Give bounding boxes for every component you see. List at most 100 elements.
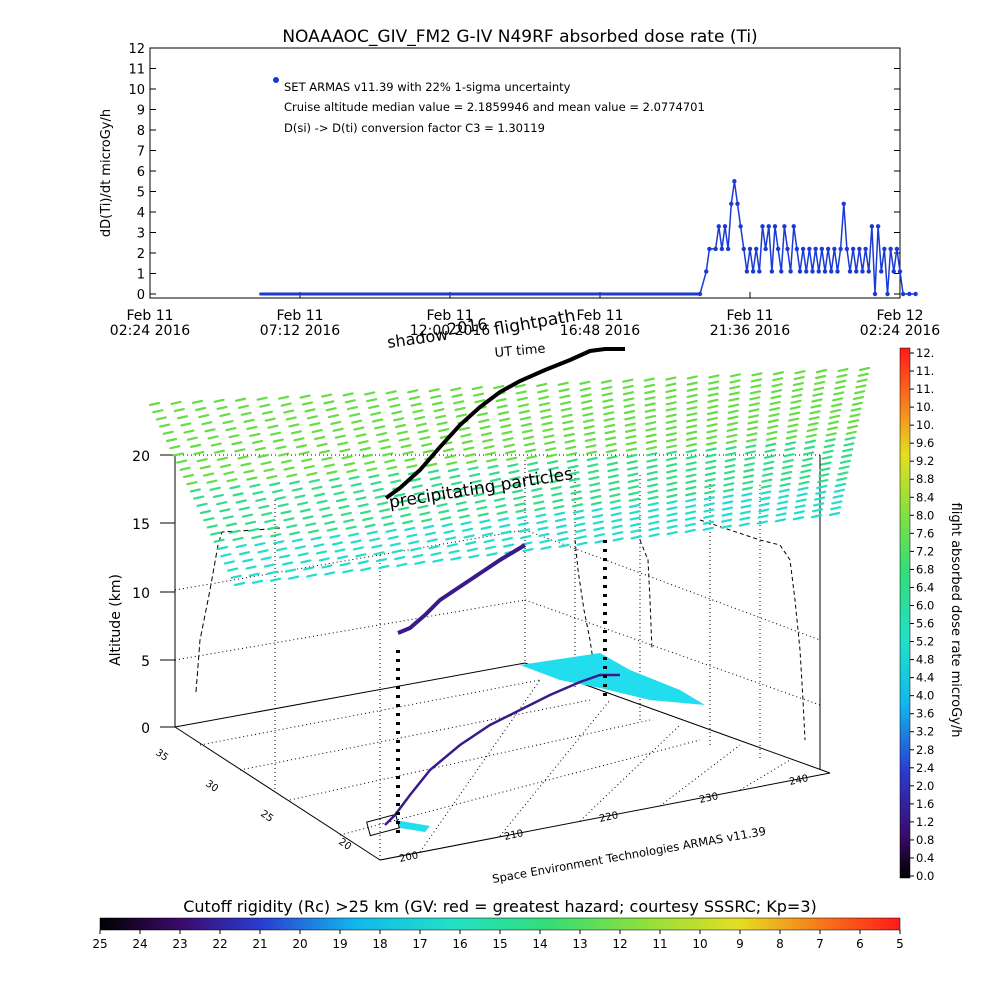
precip-dash xyxy=(233,581,246,587)
precip-dash xyxy=(518,409,530,414)
precip-dash xyxy=(549,479,561,484)
precip-dash xyxy=(454,406,466,412)
precip-dash xyxy=(559,400,572,406)
precip-dash xyxy=(704,465,717,470)
precip-dash xyxy=(438,428,450,433)
precip-dash xyxy=(331,541,344,546)
series-point xyxy=(713,246,718,252)
precip-dash xyxy=(337,441,349,446)
precip-dash xyxy=(751,372,763,377)
precip-dash xyxy=(586,456,598,462)
precip-dash xyxy=(269,431,282,436)
precip-dash xyxy=(739,510,751,515)
descent-dot xyxy=(603,657,607,660)
precip-dash xyxy=(191,399,204,404)
precip-dash xyxy=(777,500,789,505)
precip-dash xyxy=(283,409,295,414)
precip-dash xyxy=(408,395,421,401)
precip-dash xyxy=(646,458,658,463)
precip-dash xyxy=(808,416,820,421)
x-tick-label-date: Feb 11 xyxy=(276,308,323,324)
series-point xyxy=(838,246,843,252)
alt-tick-10: 10 xyxy=(132,586,150,602)
series-point xyxy=(797,269,803,274)
precip-dash xyxy=(832,397,844,402)
precip-dash xyxy=(729,385,741,390)
right-colorbar-tick-label: 9.2 xyxy=(916,454,934,468)
precip-dash xyxy=(346,405,359,411)
x-tick-label-time: 02:24 2016 xyxy=(860,323,941,339)
precip-dash xyxy=(368,474,380,479)
precip-dash xyxy=(328,477,340,482)
precip-dash xyxy=(307,529,320,534)
precip-dash xyxy=(705,441,718,446)
right-colorbar-tick-label: 3.2 xyxy=(916,725,934,739)
precip-dash xyxy=(761,472,774,477)
ascent-dot xyxy=(396,713,400,716)
precip-dash xyxy=(708,374,720,379)
series-point xyxy=(850,246,856,252)
ascent-dot xyxy=(396,794,400,797)
precip-dash xyxy=(708,380,720,385)
precip-dash xyxy=(243,469,255,474)
precip-dash xyxy=(666,469,678,474)
precip-dash xyxy=(545,453,558,458)
precip-dash xyxy=(257,549,269,554)
precip-dash xyxy=(374,425,386,430)
precip-dash xyxy=(506,456,518,461)
precip-dash xyxy=(809,410,821,415)
ascent-dot xyxy=(396,758,400,761)
precip-dash xyxy=(665,425,677,431)
precip-dash xyxy=(357,440,369,445)
precip-dash xyxy=(589,488,601,493)
precip-dash xyxy=(646,470,658,476)
precip-dash xyxy=(565,452,578,457)
precip-dash xyxy=(606,461,619,466)
precip-dash xyxy=(648,520,660,525)
descent-dot xyxy=(603,621,607,624)
precip-dash xyxy=(807,421,819,427)
precip-dash xyxy=(686,387,698,392)
bottom-colorbar-tick-label: 16 xyxy=(452,937,467,951)
series-point xyxy=(829,269,834,274)
precip-dash xyxy=(503,543,515,548)
precip-dash xyxy=(420,442,433,447)
precip-dash xyxy=(366,467,378,472)
precip-dash xyxy=(269,577,282,582)
precip-dash xyxy=(624,416,636,421)
precip-dash xyxy=(684,510,697,515)
precip-dash xyxy=(721,512,733,517)
series-point xyxy=(800,246,806,252)
precip-dash xyxy=(232,536,244,542)
precip-dash xyxy=(514,383,526,389)
precip-dash xyxy=(647,495,659,500)
precip-dash xyxy=(393,417,405,422)
cutoff-rigidity-patch xyxy=(520,653,705,705)
precip-dash xyxy=(593,526,605,531)
precip-dash xyxy=(645,433,657,438)
precip-dash xyxy=(155,416,167,421)
precip-dash xyxy=(845,430,857,435)
precip-dash xyxy=(839,459,851,464)
precip-dash xyxy=(744,450,756,455)
bottom-colorbar-tick-label: 5 xyxy=(896,937,904,951)
precip-dash xyxy=(235,499,247,504)
precip-dash xyxy=(424,531,436,536)
legend-marker xyxy=(273,77,279,83)
precip-dash xyxy=(685,442,698,448)
bottom-colorbar-tick-label: 13 xyxy=(572,937,587,951)
precip-dash xyxy=(540,414,552,420)
credit-label: Space Environment Technologies ARMAS v11… xyxy=(491,824,767,886)
bottom-colorbar-tick-label: 24 xyxy=(132,937,147,951)
series-point xyxy=(813,246,818,252)
precip-dash xyxy=(406,464,418,469)
precip-dash xyxy=(750,384,762,389)
precip-dash xyxy=(334,434,346,439)
precip-dash xyxy=(536,519,548,525)
series-point xyxy=(875,224,881,229)
bottom-colorbar-tick-label: 18 xyxy=(372,937,387,951)
precip-dash xyxy=(622,378,634,383)
ascent-dot xyxy=(396,722,400,725)
precip-dash xyxy=(571,496,583,502)
precip-dash xyxy=(426,538,438,543)
